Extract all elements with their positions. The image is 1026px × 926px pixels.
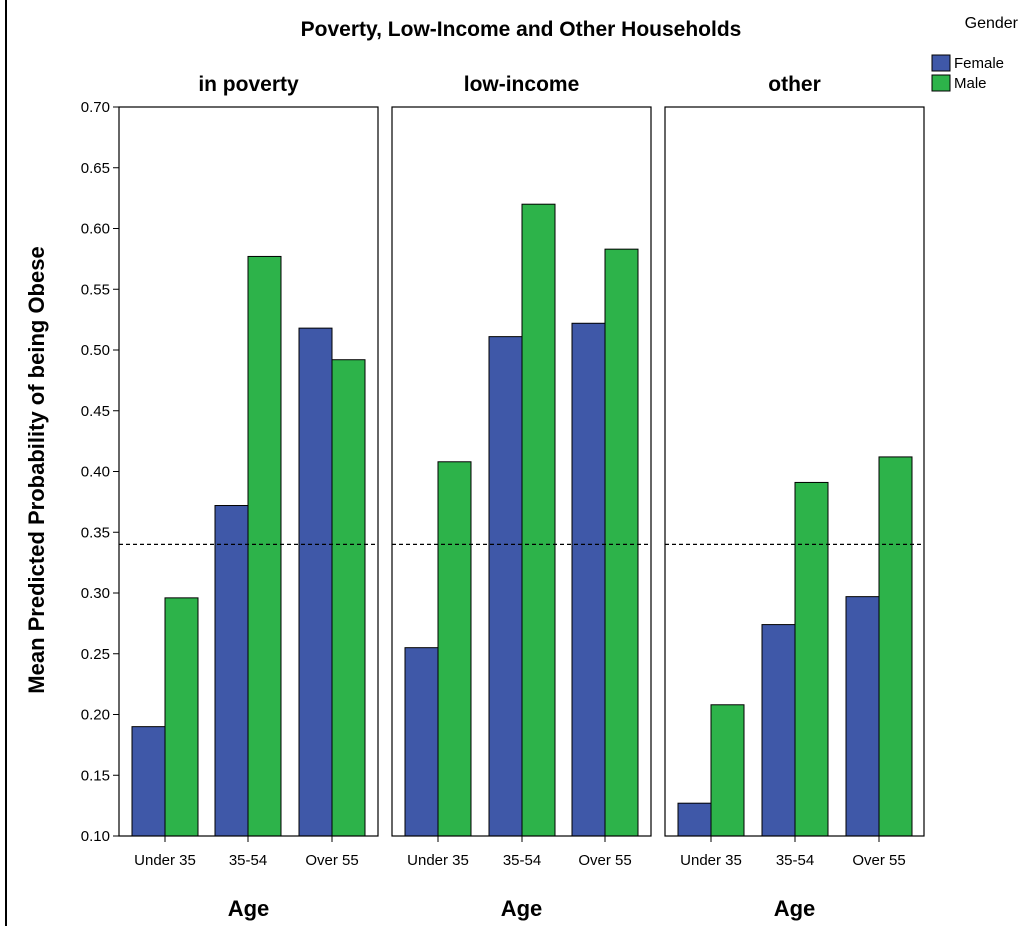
bar-female-over-55 bbox=[298, 327, 333, 837]
y-axis-title: Mean Predicted Probability of being Obes… bbox=[24, 246, 49, 693]
x-axis-title: Age bbox=[501, 896, 543, 921]
y-tick-label: 0.55 bbox=[81, 281, 110, 298]
bar-female-over-55 bbox=[845, 596, 880, 837]
y-tick-label: 0.20 bbox=[81, 707, 110, 724]
x-tick-label: Over 55 bbox=[578, 852, 631, 869]
panel-title: in poverty bbox=[198, 73, 299, 96]
panel-title: low-income bbox=[464, 73, 580, 96]
bar-female-under-35 bbox=[131, 726, 166, 837]
bar-male-35-54 bbox=[794, 481, 829, 837]
bar-male-35-54 bbox=[521, 203, 556, 837]
x-tick-label: Under 35 bbox=[680, 852, 742, 869]
bar-male-under-35 bbox=[437, 461, 472, 837]
bar-female-under-35 bbox=[677, 802, 712, 837]
panel-frame bbox=[391, 106, 652, 837]
panel-frame bbox=[664, 106, 925, 837]
panel-in-poverty: in poverty Under 35 35-54 Over 55 Age bbox=[118, 73, 379, 921]
x-tick-label: 35-54 bbox=[229, 852, 267, 869]
legend-swatch-female bbox=[931, 54, 951, 72]
bar-male-35-54 bbox=[247, 255, 282, 837]
panel-title: other bbox=[768, 73, 821, 96]
y-tick-label: 0.40 bbox=[81, 464, 110, 481]
legend: Gender Female Male bbox=[931, 15, 1019, 92]
x-tick-label: 35-54 bbox=[503, 852, 541, 869]
bar-male-over-55 bbox=[604, 248, 639, 837]
bar-male-over-55 bbox=[331, 359, 366, 837]
bar-female-35-54 bbox=[761, 624, 796, 837]
legend-label-female: Female bbox=[954, 55, 1004, 72]
y-tick-label: 0.50 bbox=[81, 342, 110, 359]
bar-female-over-55 bbox=[571, 322, 606, 837]
y-tick-label: 0.15 bbox=[81, 767, 110, 784]
y-tick-label: 0.35 bbox=[81, 524, 110, 541]
y-tick-label: 0.25 bbox=[81, 646, 110, 663]
bar-female-under-35 bbox=[404, 647, 439, 837]
legend-title: Gender bbox=[965, 15, 1019, 32]
x-axis-title: Age bbox=[774, 896, 816, 921]
legend-label-male: Male bbox=[954, 75, 987, 92]
bar-male-under-35 bbox=[710, 704, 745, 837]
y-tick-label: 0.60 bbox=[81, 221, 110, 238]
bar-male-over-55 bbox=[878, 456, 913, 837]
y-tick-label: 0.65 bbox=[81, 160, 110, 177]
x-axis-title: Age bbox=[228, 896, 270, 921]
y-tick-label: 0.70 bbox=[81, 99, 110, 116]
y-tick-label: 0.30 bbox=[81, 585, 110, 602]
y-tick-label: 0.10 bbox=[81, 828, 110, 845]
chart-title: Poverty, Low-Income and Other Households bbox=[301, 18, 742, 41]
panels-group: 0.10 0.15 0.20 0.25 0.30 0.35 0.40 0.45 0.50 0.55… bbox=[81, 73, 925, 921]
bar-female-35-54 bbox=[214, 505, 249, 837]
x-tick-label: Under 35 bbox=[407, 852, 469, 869]
x-tick-label: 35-54 bbox=[776, 852, 814, 869]
x-tick-label: Over 55 bbox=[305, 852, 358, 869]
bar-male-under-35 bbox=[164, 597, 199, 837]
legend-swatch-male bbox=[931, 74, 951, 92]
bar-female-35-54 bbox=[488, 336, 523, 837]
panel-low-income: low-income Under 35 35-54 Over 55 Age bbox=[391, 73, 652, 921]
panel-other: other Under 35 35-54 Over 55 Age bbox=[664, 73, 925, 921]
x-tick-label: Over 55 bbox=[852, 852, 905, 869]
panel-frame bbox=[118, 106, 379, 837]
x-tick-label: Under 35 bbox=[134, 852, 196, 869]
y-tick-label: 0.45 bbox=[81, 403, 110, 420]
